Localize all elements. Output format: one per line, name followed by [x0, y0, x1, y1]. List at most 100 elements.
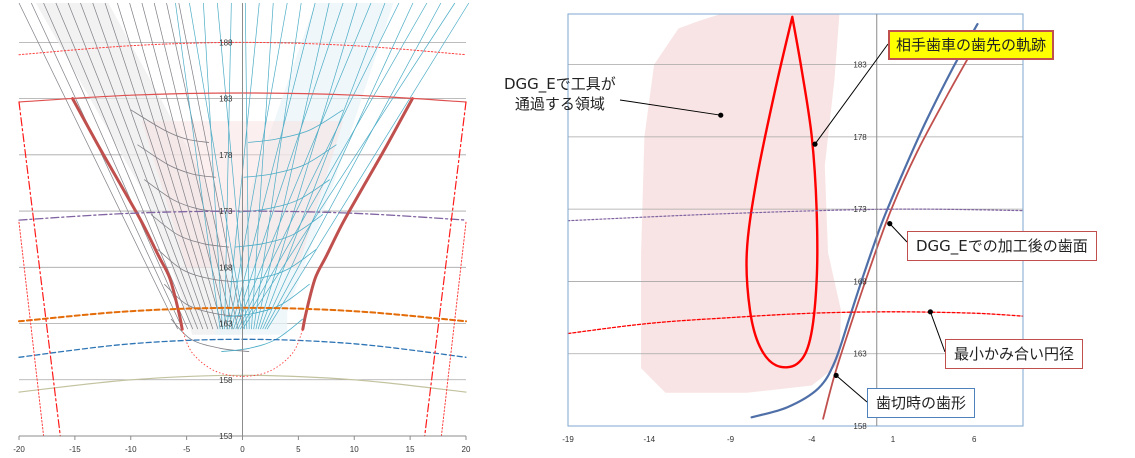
tool-region-fill: [641, 14, 841, 393]
tool-region-label-line2: 通過する領域: [514, 95, 605, 113]
blue-tool-profile: [234, 214, 324, 248]
right-tick-labels: -19 -14 -9 -4 1 6 158 163 168 173 178 183: [562, 61, 977, 444]
left-x-tick-label: -10: [125, 445, 137, 454]
left-x-tick-label: 10: [350, 445, 359, 454]
tool-region-leader-line: [619, 99, 721, 116]
blue-tool-line: [253, 2, 302, 330]
right-y-tick-label: 183: [853, 61, 867, 70]
blue-tool-line: [228, 2, 288, 330]
tool-region-polygon: [641, 14, 841, 393]
right-y-tick-label: 173: [853, 205, 867, 214]
gray-tool-profile: [130, 109, 210, 143]
gray-tool-profile: [157, 248, 236, 283]
blue-tool-line: [251, 2, 274, 330]
gray-tool-line: [43, 2, 189, 330]
right-x-tick-label: 1: [891, 435, 896, 444]
mating-tip-callout: 相手歯車の歯先の軌跡: [888, 30, 1055, 60]
right-y-tick-label: 168: [853, 277, 867, 286]
left-x-tick-label: -20: [13, 445, 25, 454]
blue-tool-line: [233, 2, 344, 330]
blue-tool-line: [260, 2, 386, 330]
gray-tool-line: [30, 2, 184, 330]
blue-tool-line: [235, 2, 372, 330]
dgg-surface-callout: DGG_Eでの加工後の歯面: [907, 231, 1097, 261]
blue-tool-line: [242, 2, 456, 330]
gray-tool-line: [166, 2, 239, 330]
gray-tool-line: [141, 2, 229, 330]
left-x-tick-label: -15: [69, 445, 81, 454]
left-series-center-line-dashdot-left: [18, 101, 61, 437]
blue-tool-profile: [225, 283, 310, 318]
blue-tool-line: [189, 2, 246, 330]
left-y-tick-label: 168: [219, 263, 233, 272]
blue-tool-line: [224, 2, 232, 330]
blue-tool-profile: [221, 318, 304, 352]
left-x-tick-label: 0: [240, 445, 245, 454]
gray-tool-line: [153, 2, 234, 330]
right-x-tick-label: -4: [808, 435, 816, 444]
tool-region-label-line1: DGG_Eで工具が: [504, 75, 616, 93]
blue-tool-line: [237, 2, 400, 330]
left-series-tooth-flank-left: [71, 97, 184, 331]
blue-tool-line: [262, 2, 414, 330]
right-y-tick-label: 178: [853, 133, 867, 142]
left-series-center-line-dashdot-right: [424, 101, 467, 437]
blue-tool-line: [239, 2, 428, 330]
right-x-tick-label: 6: [972, 435, 977, 444]
dgg-surface-label: DGG_Eでの加工後の歯面: [916, 237, 1088, 255]
right-series: [567, 15, 1024, 420]
right-plot-frame: [567, 13, 1024, 427]
left-x-tick-label: -5: [183, 445, 191, 454]
left-series-side-dotted-right: [440, 221, 467, 437]
gray-tool-band-left: [35, 3, 241, 335]
gray-tool-line: [67, 2, 199, 330]
left-y-tick-label: 153: [219, 432, 233, 441]
right-series-circle-173-dotted: [567, 208, 1024, 222]
blue-tool-line: [226, 2, 260, 330]
blue-tool-line: [244, 2, 250, 330]
tool-region-leader-dot: [718, 112, 724, 118]
right-y-tick-label: 163: [853, 350, 867, 359]
min-mesh-leader-dot: [927, 309, 933, 315]
root-fillet-dotted: [181, 329, 304, 377]
left-y-tick-label: 173: [219, 207, 233, 216]
right-x-tick-label: -19: [562, 435, 574, 444]
gray-tool-line: [80, 2, 204, 330]
right-x-tick-label: -14: [643, 435, 655, 444]
gray-tool-line: [92, 2, 209, 330]
tool-envelope: [18, 2, 470, 352]
left-series-tooth-flank-right: [301, 97, 414, 331]
right-series-mating-tip-trajectory: [745, 15, 819, 369]
left-x-tick-label: 20: [462, 445, 471, 454]
tool-region-callout: DGG_Eで工具が 通過する領域: [496, 70, 624, 118]
hob-profile-callout: 歯切時の歯形: [867, 388, 976, 418]
left-y-tick-label: 158: [219, 376, 233, 385]
left-tick-labels: -20 -15 -10 -5 0 5 10 15 20 153 158 163 168 173 178 183…: [13, 38, 471, 454]
left-x-tick-label: 5: [296, 445, 301, 454]
right-axes: [567, 13, 1024, 427]
callout-leaders: [619, 43, 946, 403]
hob-leader-dot: [833, 372, 839, 379]
left-y-tick-label: 188: [219, 38, 233, 47]
surface-leader-line: [889, 223, 908, 243]
hob-profile-label: 歯切時の歯形: [876, 394, 967, 412]
blue-tool-line: [230, 2, 316, 330]
blue-tool-profile: [248, 109, 344, 143]
right-zoomed-chart: -19 -14 -9 -4 1 6 158 163 168 173 178 183: [562, 13, 1024, 444]
mating-leader-line: [814, 43, 889, 145]
left-series-side-dotted-left: [18, 221, 45, 437]
right-series-hobbed-profile: [750, 23, 979, 419]
right-series-dgg-e-tooth-surface: [822, 37, 980, 420]
right-y-tick-label: 158: [853, 422, 867, 431]
mating-leader-dot: [812, 141, 818, 147]
left-y-tick-label: 178: [219, 151, 233, 160]
left-y-tick-label: 183: [219, 95, 233, 104]
blue-tool-line: [203, 2, 223, 330]
right-series-min-mesh-diameter: [567, 311, 1024, 335]
left-axes: [18, 3, 467, 440]
blue-tool-line: [255, 2, 330, 330]
blue-tool-line: [264, 2, 442, 330]
left-y-tick-label: 163: [219, 320, 233, 329]
blue-tool-line: [266, 2, 470, 330]
min-mesh-callout: 最小かみ合い円径: [945, 339, 1084, 369]
